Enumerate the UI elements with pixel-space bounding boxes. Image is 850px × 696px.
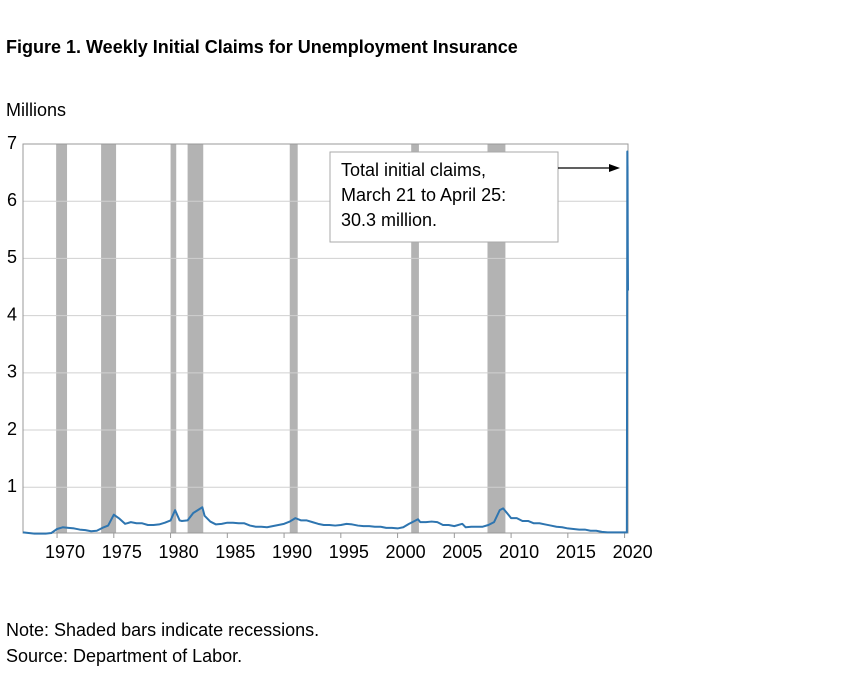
x-tick-label: 2010: [499, 542, 539, 562]
y-tick-label: 1: [7, 476, 17, 496]
annotation-box: [329, 151, 559, 243]
x-tick-label: 1970: [45, 542, 85, 562]
y-tick-label: 6: [7, 190, 17, 210]
annotation-text: March 21 to April 25:: [341, 185, 506, 205]
annotation-text: 30.3 million.: [341, 210, 437, 230]
y-tick-label: 7: [7, 133, 17, 153]
source: Source: Department of Labor.: [6, 646, 242, 666]
annotation-arrowhead: [609, 164, 620, 172]
recession-bar: [170, 144, 177, 533]
y-tick-label: 3: [7, 362, 17, 382]
recession-bar: [187, 144, 204, 533]
x-tick-label: 2015: [556, 542, 596, 562]
x-tick-label: 1995: [329, 542, 369, 562]
recession-bar: [56, 144, 68, 533]
x-tick-label: 1990: [272, 542, 312, 562]
y-tick-label: 5: [7, 247, 17, 267]
x-tick-label: 2005: [442, 542, 482, 562]
annotation-text: Total initial claims,: [341, 160, 486, 180]
x-tick-label: 1980: [159, 542, 199, 562]
recession-bar: [289, 144, 298, 533]
recession-bar: [411, 144, 419, 533]
y-axis-label: Millions: [6, 100, 66, 120]
data-line: [22, 150, 629, 535]
x-tick-label: 1985: [215, 542, 255, 562]
note: Note: Shaded bars indicate recessions.: [6, 620, 319, 640]
y-tick-label: 4: [7, 304, 17, 324]
x-tick-label: 2000: [386, 542, 426, 562]
y-tick-label: 2: [7, 419, 17, 439]
x-tick-label: 2020: [613, 542, 653, 562]
chart-title: Figure 1. Weekly Initial Claims for Unem…: [6, 37, 518, 57]
x-tick-label: 1975: [102, 542, 142, 562]
recession-bar: [101, 144, 117, 533]
